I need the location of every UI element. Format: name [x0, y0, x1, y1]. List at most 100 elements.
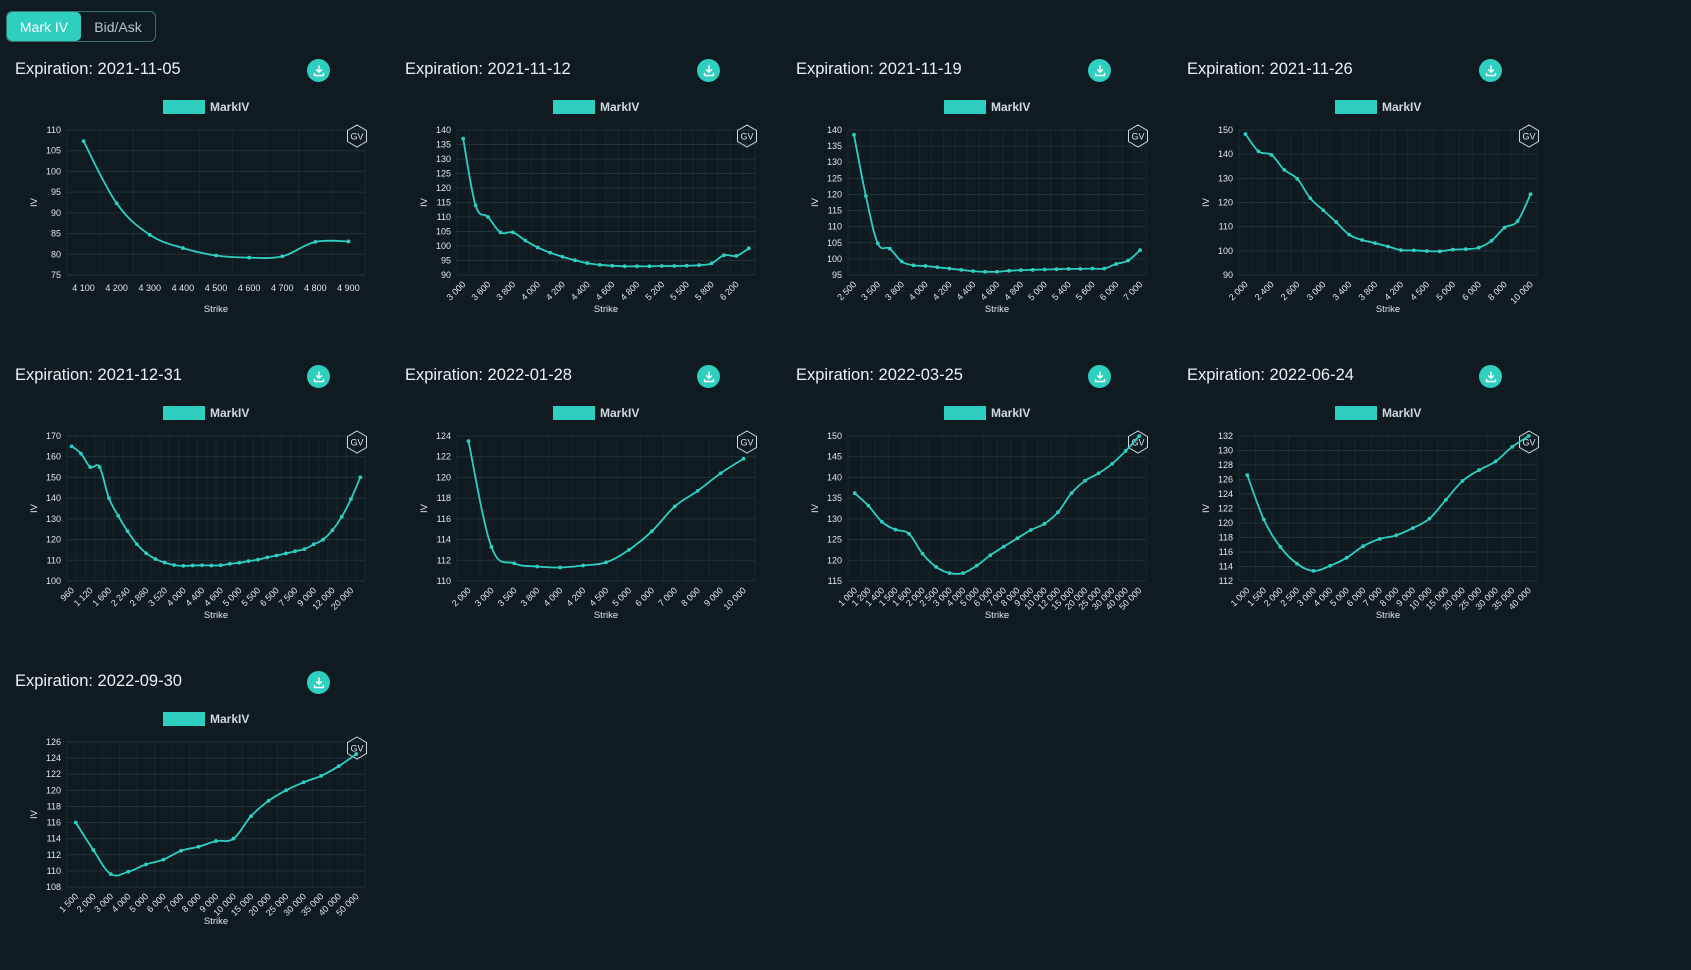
data-point[interactable] — [313, 239, 318, 244]
data-point[interactable] — [1460, 479, 1465, 483]
data-point[interactable] — [73, 820, 78, 825]
download-button[interactable] — [1088, 365, 1111, 388]
data-point[interactable] — [1444, 497, 1448, 502]
data-point[interactable] — [190, 563, 195, 568]
data-point[interactable] — [284, 788, 289, 793]
data-point[interactable] — [672, 264, 677, 268]
data-point[interactable] — [535, 564, 540, 569]
data-point[interactable] — [947, 266, 952, 271]
data-point[interactable] — [196, 844, 201, 849]
data-point[interactable] — [1410, 526, 1415, 530]
data-point[interactable] — [91, 848, 96, 852]
data-point[interactable] — [1344, 555, 1349, 560]
data-point[interactable] — [649, 529, 654, 534]
data-point[interactable] — [1476, 245, 1481, 250]
data-point[interactable] — [81, 139, 86, 144]
chart-legend[interactable]: MarkIV — [1335, 406, 1421, 420]
data-point[interactable] — [209, 563, 214, 568]
data-point[interactable] — [1245, 473, 1250, 478]
data-point[interactable] — [134, 542, 139, 547]
data-point[interactable] — [573, 258, 577, 263]
data-point[interactable] — [231, 836, 236, 841]
data-point[interactable] — [1394, 533, 1399, 538]
data-point[interactable] — [181, 563, 186, 568]
data-point[interactable] — [1328, 563, 1332, 568]
data-point[interactable] — [920, 551, 925, 556]
data-point[interactable] — [863, 194, 868, 198]
data-point[interactable] — [466, 439, 471, 444]
data-point[interactable] — [1321, 208, 1326, 213]
data-point[interactable] — [1110, 461, 1115, 466]
data-point[interactable] — [1489, 238, 1494, 243]
data-point[interactable] — [1360, 238, 1364, 242]
data-point[interactable] — [672, 504, 677, 509]
data-point[interactable] — [907, 531, 911, 536]
data-point[interactable] — [330, 528, 335, 533]
data-point[interactable] — [228, 561, 232, 566]
data-point[interactable] — [161, 857, 166, 862]
data-point[interactable] — [1028, 528, 1033, 532]
data-point[interactable] — [218, 563, 223, 568]
data-point[interactable] — [311, 542, 316, 547]
chart-legend[interactable]: MarkIV — [944, 100, 1030, 114]
data-point[interactable] — [1526, 434, 1531, 438]
data-point[interactable] — [1515, 219, 1520, 224]
data-point[interactable] — [1282, 167, 1287, 172]
data-point[interactable] — [283, 551, 288, 556]
data-point[interactable] — [1493, 459, 1498, 464]
data-point[interactable] — [265, 555, 270, 560]
data-point[interactable] — [1114, 262, 1119, 266]
data-point[interactable] — [1510, 444, 1515, 449]
data-point[interactable] — [489, 544, 494, 549]
data-point[interactable] — [734, 253, 739, 258]
data-point[interactable] — [349, 497, 353, 501]
data-point[interactable] — [162, 560, 167, 565]
data-point[interactable] — [722, 253, 726, 258]
data-point[interactable] — [266, 798, 271, 803]
data-point[interactable] — [866, 503, 871, 508]
data-point[interactable] — [1386, 244, 1390, 249]
data-point[interactable] — [153, 557, 158, 561]
data-point[interactable] — [1295, 561, 1299, 566]
data-point[interactable] — [1018, 268, 1023, 273]
data-point[interactable] — [512, 561, 517, 566]
data-point[interactable] — [336, 764, 341, 769]
chart-legend[interactable]: MarkIV — [163, 100, 249, 114]
data-point[interactable] — [947, 571, 952, 576]
chart-legend[interactable]: MarkIV — [944, 406, 1030, 420]
data-point[interactable] — [180, 246, 185, 250]
data-point[interactable] — [114, 201, 119, 206]
data-point[interactable] — [585, 261, 590, 266]
chart-legend[interactable]: MarkIV — [1335, 100, 1421, 114]
data-point[interactable] — [1311, 568, 1316, 573]
data-point[interactable] — [302, 547, 307, 551]
data-point[interactable] — [301, 780, 306, 785]
data-point[interactable] — [852, 491, 857, 496]
data-point[interactable] — [319, 773, 324, 778]
data-point[interactable] — [1096, 471, 1101, 476]
data-point[interactable] — [1015, 536, 1020, 541]
chart-legend[interactable]: MarkIV — [163, 406, 249, 420]
data-point[interactable] — [510, 230, 515, 235]
data-point[interactable] — [1334, 220, 1339, 224]
data-point[interactable] — [558, 565, 563, 570]
data-point[interactable] — [1295, 176, 1300, 181]
data-point[interactable] — [581, 563, 585, 568]
data-point[interactable] — [1399, 248, 1403, 253]
data-point[interactable] — [126, 869, 131, 874]
data-point[interactable] — [647, 264, 652, 269]
data-point[interactable] — [214, 839, 218, 843]
data-point[interactable] — [147, 232, 152, 237]
data-point[interactable] — [1361, 544, 1366, 549]
data-point[interactable] — [1373, 241, 1377, 246]
data-point[interactable] — [144, 551, 149, 556]
data-point[interactable] — [280, 254, 285, 259]
data-point[interactable] — [935, 265, 940, 270]
data-point[interactable] — [934, 565, 938, 569]
data-point[interactable] — [200, 563, 204, 568]
data-point[interactable] — [486, 215, 490, 219]
data-point[interactable] — [1126, 258, 1131, 263]
data-point[interactable] — [548, 250, 553, 255]
data-point[interactable] — [172, 563, 176, 567]
data-point[interactable] — [684, 263, 689, 268]
